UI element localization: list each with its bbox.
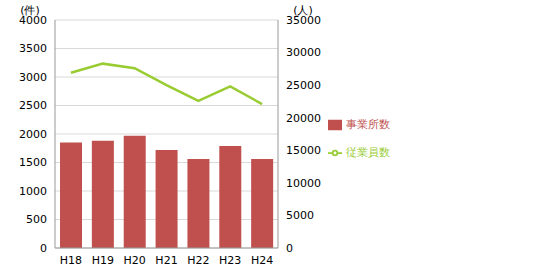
svg-text:H21: H21 xyxy=(155,254,177,267)
svg-text:15000: 15000 xyxy=(286,144,321,157)
svg-text:5000: 5000 xyxy=(286,209,314,222)
svg-text:H23: H23 xyxy=(219,254,241,267)
svg-text:H19: H19 xyxy=(92,254,114,267)
svg-text:1500: 1500 xyxy=(19,156,47,169)
svg-text:0: 0 xyxy=(40,242,47,255)
svg-text:4000: 4000 xyxy=(19,13,47,27)
svg-text:35000: 35000 xyxy=(286,13,321,27)
svg-text:1000: 1000 xyxy=(19,185,47,198)
html-text:事業所数: 事業所数 xyxy=(346,118,390,131)
svg-text:H22: H22 xyxy=(187,254,209,267)
svg-text:10000: 10000 xyxy=(286,177,321,190)
svg-text:3000: 3000 xyxy=(19,71,47,84)
svg-text:H24: H24 xyxy=(251,254,273,267)
svg-text:2000: 2000 xyxy=(19,128,47,141)
svg-text:3500: 3500 xyxy=(19,42,47,55)
svg-text:H20: H20 xyxy=(124,254,146,267)
html-text:従業員数: 従業員数 xyxy=(346,146,390,159)
svg-text:(件): (件) xyxy=(20,4,40,17)
svg-text:(人): (人) xyxy=(293,4,313,17)
svg-text:20000: 20000 xyxy=(286,112,321,125)
svg-text:0: 0 xyxy=(286,242,293,255)
svg-text:500: 500 xyxy=(26,213,47,226)
svg-text:H18: H18 xyxy=(60,254,82,267)
svg-text:2500: 2500 xyxy=(19,99,47,112)
svg-text:25000: 25000 xyxy=(286,79,321,92)
svg-text:30000: 30000 xyxy=(286,46,321,59)
